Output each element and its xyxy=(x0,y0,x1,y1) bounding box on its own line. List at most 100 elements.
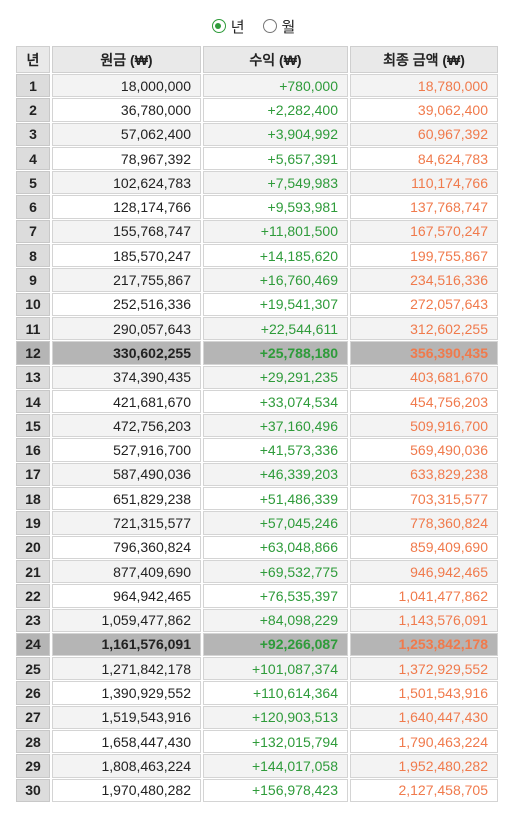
header-year: 년 xyxy=(16,46,50,73)
principal-cell: 330,602,255 xyxy=(52,341,201,365)
header-final: 최종 금액 (₩) xyxy=(350,46,498,73)
profit-cell: +63,048,866 xyxy=(203,535,348,559)
profit-cell: +132,015,794 xyxy=(203,730,348,754)
final-amount-cell: 1,640,447,430 xyxy=(350,705,498,730)
principal-cell: 651,829,238 xyxy=(52,487,201,511)
month-radio-icon[interactable] xyxy=(262,19,277,33)
final-amount-cell: 859,409,690 xyxy=(350,535,498,559)
year-cell: 9 xyxy=(16,268,50,292)
table-row: 25 1,271,842,178 +101,087,374 1,372,929,552 xyxy=(16,657,498,681)
table-row: 17 587,490,036 +46,339,203 633,829,238 xyxy=(16,462,498,487)
year-radio-icon[interactable] xyxy=(211,19,226,33)
principal-cell: 964,942,465 xyxy=(52,584,201,608)
final-amount-cell: 167,570,247 xyxy=(350,219,498,244)
final-amount-cell: 234,516,336 xyxy=(350,268,498,292)
profit-cell: +69,532,775 xyxy=(203,559,348,584)
final-amount-cell: 778,360,824 xyxy=(350,511,498,535)
year-option[interactable]: 년 xyxy=(211,16,245,37)
period-toggle: 년 월 xyxy=(0,14,507,38)
principal-cell: 527,916,700 xyxy=(52,438,201,462)
principal-cell: 1,519,543,916 xyxy=(52,705,201,730)
final-amount-cell: 1,501,543,916 xyxy=(350,681,498,705)
profit-cell: +14,185,620 xyxy=(203,244,348,268)
principal-cell: 252,516,336 xyxy=(52,292,201,316)
principal-cell: 128,174,766 xyxy=(52,195,201,219)
principal-cell: 877,409,690 xyxy=(52,559,201,584)
final-amount-cell: 356,390,435 xyxy=(350,341,498,365)
principal-cell: 1,059,477,862 xyxy=(52,608,201,632)
year-cell: 22 xyxy=(16,584,50,608)
final-amount-cell: 60,967,392 xyxy=(350,122,498,146)
final-amount-cell: 199,755,867 xyxy=(350,244,498,268)
year-cell: 21 xyxy=(16,559,50,584)
header-profit: 수익 (₩) xyxy=(203,46,348,73)
profit-cell: +101,087,374 xyxy=(203,657,348,681)
year-cell: 5 xyxy=(16,171,50,195)
final-amount-cell: 2,127,458,705 xyxy=(350,778,498,802)
principal-cell: 472,756,203 xyxy=(52,414,201,438)
year-cell: 16 xyxy=(16,438,50,462)
year-cell: 25 xyxy=(16,657,50,681)
final-amount-cell: 84,624,783 xyxy=(350,146,498,171)
table-row: 1 18,000,000 +780,000 18,780,000 xyxy=(16,74,498,98)
table-row: 21 877,409,690 +69,532,775 946,942,465 xyxy=(16,559,498,584)
table-row: 9 217,755,867 +16,760,469 234,516,336 xyxy=(16,268,498,292)
table-row: 19 721,315,577 +57,045,246 778,360,824 xyxy=(16,511,498,535)
table-row: 23 1,059,477,862 +84,098,229 1,143,576,091 xyxy=(16,608,498,632)
table-row: 11 290,057,643 +22,544,611 312,602,255 xyxy=(16,316,498,341)
year-cell: 23 xyxy=(16,608,50,632)
table-row-highlighted: 24 1,161,576,091 +92,266,087 1,253,842,178 xyxy=(16,632,498,657)
final-amount-cell: 403,681,670 xyxy=(350,365,498,389)
table-row: 30 1,970,480,282 +156,978,423 2,127,458,705 xyxy=(16,778,498,802)
year-cell: 28 xyxy=(16,730,50,754)
principal-cell: 185,570,247 xyxy=(52,244,201,268)
profit-cell: +46,339,203 xyxy=(203,462,348,487)
final-amount-cell: 946,942,465 xyxy=(350,559,498,584)
table-row: 6 128,174,766 +9,593,981 137,768,747 xyxy=(16,195,498,219)
table-row: 27 1,519,543,916 +120,903,513 1,640,447,430 xyxy=(16,705,498,730)
final-amount-cell: 454,756,203 xyxy=(350,389,498,414)
final-amount-cell: 1,952,480,282 xyxy=(350,754,498,778)
final-amount-cell: 1,790,463,224 xyxy=(350,730,498,754)
year-cell: 24 xyxy=(16,632,50,657)
profit-cell: +92,266,087 xyxy=(203,632,348,657)
profit-cell: +37,160,496 xyxy=(203,414,348,438)
table-row: 8 185,570,247 +14,185,620 199,755,867 xyxy=(16,244,498,268)
profit-cell: +76,535,397 xyxy=(203,584,348,608)
principal-cell: 36,780,000 xyxy=(52,98,201,122)
table-row: 18 651,829,238 +51,486,339 703,315,577 xyxy=(16,487,498,511)
month-option-label: 월 xyxy=(281,18,296,36)
year-cell: 13 xyxy=(16,365,50,389)
year-cell: 14 xyxy=(16,389,50,414)
year-cell: 30 xyxy=(16,778,50,802)
table-row: 13 374,390,435 +29,291,235 403,681,670 xyxy=(16,365,498,389)
year-cell: 19 xyxy=(16,511,50,535)
year-cell: 1 xyxy=(16,74,50,98)
principal-cell: 57,062,400 xyxy=(52,122,201,146)
table-header-row: 년 원금 (₩) 수익 (₩) 최종 금액 (₩) xyxy=(16,46,498,73)
principal-cell: 1,271,842,178 xyxy=(52,657,201,681)
compound-interest-table: 년 원금 (₩) 수익 (₩) 최종 금액 (₩) 1 18,000,000 +78… xyxy=(14,45,500,803)
profit-cell: +3,904,992 xyxy=(203,122,348,146)
final-amount-cell: 1,253,842,178 xyxy=(350,632,498,657)
final-amount-cell: 1,372,929,552 xyxy=(350,657,498,681)
principal-cell: 1,808,463,224 xyxy=(52,754,201,778)
year-cell: 15 xyxy=(16,414,50,438)
month-option[interactable]: 월 xyxy=(262,16,296,37)
year-cell: 17 xyxy=(16,462,50,487)
final-amount-cell: 110,174,766 xyxy=(350,171,498,195)
year-cell: 29 xyxy=(16,754,50,778)
final-amount-cell: 137,768,747 xyxy=(350,195,498,219)
year-cell: 11 xyxy=(16,316,50,341)
principal-cell: 796,360,824 xyxy=(52,535,201,559)
profit-cell: +120,903,513 xyxy=(203,705,348,730)
principal-cell: 1,390,929,552 xyxy=(52,681,201,705)
profit-cell: +144,017,058 xyxy=(203,754,348,778)
profit-cell: +41,573,336 xyxy=(203,438,348,462)
year-cell: 20 xyxy=(16,535,50,559)
principal-cell: 374,390,435 xyxy=(52,365,201,389)
final-amount-cell: 312,602,255 xyxy=(350,316,498,341)
profit-cell: +19,541,307 xyxy=(203,292,348,316)
table-row: 2 36,780,000 +2,282,400 39,062,400 xyxy=(16,98,498,122)
profit-cell: +110,614,364 xyxy=(203,681,348,705)
